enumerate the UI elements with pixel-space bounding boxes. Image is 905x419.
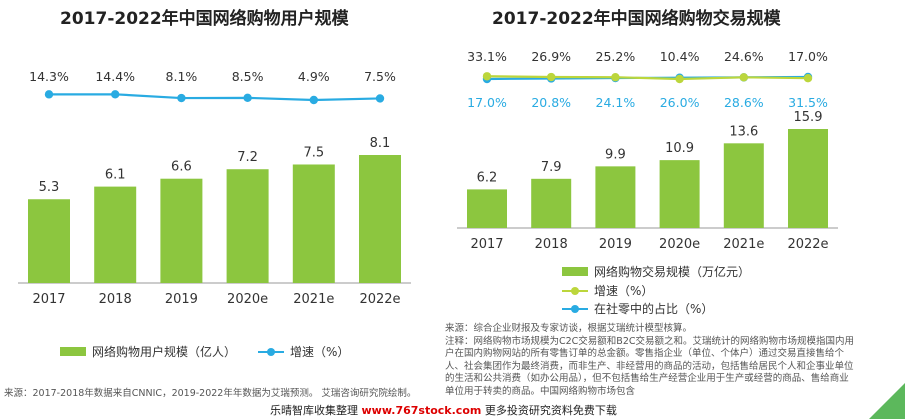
- line-value-label: 8.1%: [166, 69, 198, 84]
- legend: 网络购物用户规模（亿人） 增速（%）: [60, 343, 349, 360]
- line-point: [111, 90, 120, 99]
- chart-title: 2017-2022年中国网络购物用户规模: [60, 9, 349, 29]
- bar-value-label: 6.6: [171, 160, 192, 175]
- source-note-right: 来源：综合企业财报及专家访谈，根据艾瑞统计模型核算。 注释：网络购物市场规模为C…: [445, 323, 855, 398]
- x-tick-label: 2022e: [359, 292, 400, 307]
- legend-bar-swatch: [562, 267, 588, 276]
- x-tick-label: 2022e: [787, 237, 828, 252]
- line-value-label: 17.0%: [467, 95, 507, 110]
- bar-value-label: 6.1: [105, 168, 126, 183]
- line-value-label: 10.4%: [660, 49, 700, 64]
- legend-label: 在社零中的占比（%）: [594, 302, 714, 316]
- source-line: 来源：综合企业财报及专家访谈，根据艾瑞统计模型核算。: [445, 323, 693, 334]
- line-value-label: 24.6%: [724, 49, 764, 64]
- line-value-label: 24.1%: [596, 95, 636, 110]
- legend-label: 网络购物交易规模（万亿元）: [594, 265, 751, 279]
- legend-bar-swatch: [60, 347, 86, 356]
- bar: [788, 129, 828, 228]
- line-value-label: 4.9%: [298, 69, 330, 84]
- corner-decoration: [869, 383, 905, 419]
- bar: [226, 169, 269, 283]
- bar: [28, 199, 70, 283]
- footer-suffix: 更多投资研究资料免费下载: [484, 404, 617, 417]
- line-value-label: 25.2%: [596, 49, 636, 64]
- x-tick-label: 2020e: [659, 237, 700, 252]
- bar-value-label: 6.2: [477, 170, 498, 185]
- bar: [467, 189, 507, 228]
- bar-value-label: 5.3: [39, 180, 60, 195]
- bar-value-label: 8.1: [370, 136, 391, 151]
- bar: [160, 178, 203, 283]
- legend-item-share: 在社零中的占比（%）: [562, 300, 713, 317]
- legend-line-swatch: [562, 286, 588, 296]
- bar-value-label: 13.6: [729, 124, 758, 139]
- bar-value-label: 7.5: [303, 145, 324, 160]
- line-point: [482, 72, 492, 81]
- footer-link[interactable]: www.767stock.com: [361, 404, 482, 417]
- line-value-label: 28.6%: [724, 95, 764, 110]
- line-point: [375, 94, 385, 103]
- right-chart-panel: 2017-2022年中国网络购物交易规模 6.2 2017 7.9 2018 9.9 20…: [452, 0, 905, 419]
- line-value-label: 8.5%: [232, 69, 264, 84]
- x-tick-label: 2017: [32, 292, 65, 307]
- line-point: [803, 74, 813, 83]
- x-tick-label: 2019: [599, 237, 632, 252]
- line-point: [547, 72, 556, 82]
- user-scale-chart: 5.3 2017 6.1 2018 6.6 2019 7.2 2020e 7.5 2021e 8.1…: [18, 69, 411, 307]
- legend-label: 增速（%）: [594, 284, 654, 298]
- legend-line-swatch: [258, 347, 285, 357]
- line-value-label: 26.9%: [531, 49, 571, 64]
- bar-value-label: 7.9: [541, 160, 562, 175]
- note-text: 注释：网络购物市场规模为C2C交易额和B2C交易额之和。艾瑞统计的网络购物市场规…: [445, 335, 855, 397]
- legend-item-bar: 网络购物交易规模（万亿元）: [562, 263, 750, 280]
- x-tick-label: 2019: [165, 292, 198, 307]
- x-tick-label: 2018: [99, 292, 132, 307]
- line-point: [611, 73, 620, 82]
- source-note: 来源：2017-2018年数据来自CNNIC，2019-2022年年数据为艾瑞预…: [4, 388, 417, 399]
- bar: [659, 160, 700, 228]
- line-value-label: 33.1%: [467, 49, 507, 64]
- bar: [595, 166, 636, 228]
- bar: [531, 178, 572, 228]
- bar-value-label: 9.9: [605, 147, 626, 162]
- x-tick-label: 2020e: [227, 292, 268, 307]
- line-value-label: 7.5%: [364, 69, 396, 84]
- line-point: [309, 95, 318, 105]
- line-value-label: 14.3%: [29, 69, 69, 84]
- bar: [94, 186, 137, 283]
- line-value-label: 14.4%: [95, 69, 135, 84]
- x-tick-label: 2021e: [293, 292, 334, 307]
- line-point: [243, 93, 252, 103]
- line-point: [177, 93, 186, 103]
- line-point: [44, 90, 54, 99]
- line-value-label: 20.8%: [531, 95, 571, 110]
- x-tick-label: 2018: [535, 237, 568, 252]
- line-point: [739, 73, 748, 82]
- series-line: [486, 75, 809, 81]
- bar: [359, 155, 401, 283]
- x-tick-label: 2017: [470, 237, 503, 252]
- x-tick-label: 2021e: [723, 237, 764, 252]
- legend-label: 网络购物用户规模（亿人）: [92, 345, 237, 359]
- line-value-label: 17.0%: [788, 49, 828, 64]
- footer-prefix: 乐晴智库收集整理: [270, 404, 358, 417]
- chart-title: 2017-2022年中国网络购物交易规模: [492, 9, 781, 29]
- legend-label: 增速（%）: [290, 345, 350, 359]
- bar: [723, 143, 764, 228]
- line-value-label: 31.5%: [788, 95, 828, 110]
- bar-value-label: 15.9: [794, 110, 823, 125]
- legend-item-growth: 增速（%）: [562, 282, 653, 299]
- bar: [292, 164, 335, 283]
- left-chart-panel: 2017-2022年中国网络购物用户规模 5.3 2017 6.1 2018 6.6 20…: [0, 0, 452, 419]
- bar-value-label: 7.2: [237, 150, 258, 165]
- series-line: [48, 93, 381, 102]
- bar-value-label: 10.9: [665, 141, 694, 156]
- footer: 乐晴智库收集整理 www.767stock.com 更多投资研究资料免费下载: [270, 402, 617, 418]
- legend-line-swatch: [562, 304, 588, 314]
- line-value-label: 26.0%: [660, 95, 700, 110]
- line-point: [675, 74, 684, 84]
- transaction-scale-chart: 6.2 2017 7.9 2018 9.9 2019 10.9 2020e 13.6 2021e 1…: [457, 49, 838, 252]
